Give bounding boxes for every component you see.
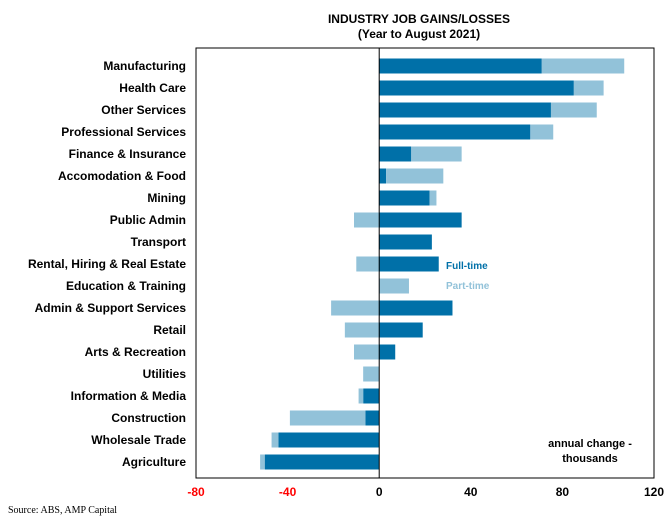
category-label: Other Services [101,103,186,117]
chart-title: INDUSTRY JOB GAINS/LOSSES [328,12,510,26]
bar-part-time [331,300,380,316]
bar-part-time [379,278,409,294]
bar-full-time [379,234,432,250]
category-label: Manufacturing [103,59,186,73]
category-label: Construction [111,411,186,425]
plot-border [195,47,655,479]
bar-full-time [363,388,380,404]
category-label: Transport [131,235,186,249]
bar-part-time [573,80,604,96]
bar-part-time [344,322,380,338]
bar-full-time [379,124,531,140]
category-label: Health Care [119,81,186,95]
x-tick-label: 0 [376,485,383,499]
bar-full-time [379,146,412,162]
bar-part-time [354,344,380,360]
bar-full-time [365,410,380,426]
bar-part-time [363,366,380,382]
category-label: Mining [147,191,186,205]
category-label: Finance & Insurance [69,147,187,161]
bars-group [260,58,625,470]
bar-full-time [264,454,380,470]
bar-part-time [411,146,462,162]
x-tick-label: -40 [279,485,297,499]
category-label: Information & Media [71,389,187,403]
legend-part-time: Part-time [446,281,490,292]
category-labels: Manufacturing Health Care Other Services Pr… [28,59,186,469]
legend-full-time: Full-time [446,261,488,272]
annotation-line-1: annual change - [548,438,632,450]
category-label: Professional Services [61,125,186,139]
chart-subtitle: (Year to August 2021) [358,27,480,41]
bar-full-time [379,58,542,74]
bar-part-time [550,102,597,118]
bar-part-time [386,168,444,184]
x-tick-label: 120 [644,485,664,499]
bar-full-time [379,168,387,184]
x-tick-label: 40 [464,485,478,499]
bar-part-time [358,388,364,404]
bar-part-time [429,190,437,206]
category-label: Public Admin [110,213,186,227]
category-label: Rental, Hiring & Real Estate [28,257,186,271]
bar-part-time [260,454,265,470]
bar-part-time [271,432,279,448]
annotation-line-2: thousands [562,453,618,465]
category-label: Utilities [143,367,187,381]
bar-full-time [379,212,462,228]
category-label: Education & Training [66,279,186,293]
bar-full-time [379,256,439,272]
category-label: Agriculture [122,455,186,469]
bar-part-time [354,212,380,228]
x-tick-label: 80 [556,485,570,499]
x-tick-label: -80 [187,485,205,499]
bar-full-time [379,190,430,206]
category-label: Admin & Support Services [35,301,187,315]
bar-full-time [379,344,396,360]
source-note: Source: ABS, AMP Capital [8,505,118,516]
bar-part-time [541,58,625,74]
bar-full-time [278,432,380,448]
bar-part-time [530,124,554,140]
category-label: Arts & Recreation [85,345,186,359]
bar-part-time [356,256,380,272]
category-label: Retail [153,323,186,337]
x-tick-labels: -80 -40 0 40 80 120 [187,485,664,499]
category-label: Wholesale Trade [91,433,186,447]
bar-part-time [289,410,366,426]
bar-full-time [379,80,574,96]
bar-full-time [379,300,453,316]
bar-full-time [379,102,551,118]
category-label: Accomodation & Food [58,169,186,183]
bar-full-time [379,322,423,338]
